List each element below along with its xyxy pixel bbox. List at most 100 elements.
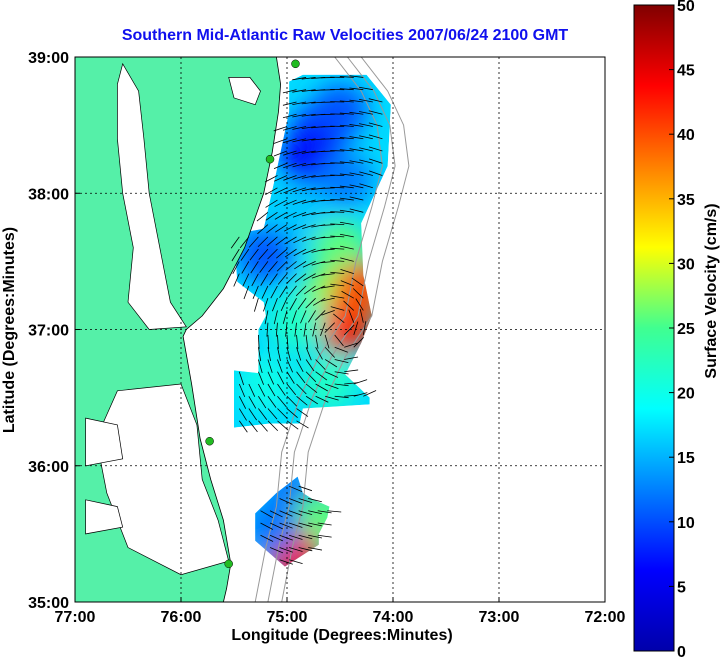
velocity-arrow [300, 310, 307, 324]
velocity-arrow [343, 300, 355, 311]
velocity-arrow [311, 260, 326, 266]
y-axis-ticks: 35:00 36:00 37:00 38:00 39:00 [28, 50, 80, 612]
velocity-coverage [234, 74, 391, 567]
velocity-arrow [291, 310, 297, 324]
velocity-arrow [301, 211, 316, 217]
velocity-arrow [308, 534, 323, 539]
colorbar-tick-label: 30 [677, 256, 695, 273]
velocity-arrow [266, 236, 278, 247]
velocity-arrow [359, 86, 373, 91]
velocity-arrow [301, 175, 316, 179]
x-axis-ticks: 77:00 76:00 75:00 74:00 73:00 72:00 [55, 597, 626, 626]
velocity-arrow [264, 310, 269, 325]
velocity-arrow [314, 310, 326, 321]
velocity-arrow [267, 396, 277, 408]
velocity-arrow [315, 347, 323, 360]
bay-water [85, 499, 124, 535]
velocity-arrow [334, 334, 344, 347]
velocity-arrow [257, 347, 262, 362]
velocity-arrow [296, 371, 306, 384]
colorbar-tick-label: 10 [677, 515, 695, 532]
velocity-arrow [339, 185, 354, 189]
coverage-region [234, 74, 391, 428]
velocity-arrow [339, 88, 354, 91]
velocity-arrow [298, 547, 313, 552]
colorbar-tick-label: 5 [677, 579, 686, 596]
velocity-arrow [282, 89, 297, 94]
velocity-arrow [327, 510, 342, 513]
velocity-arrow [297, 297, 307, 310]
y-tick-label: 37:00 [28, 323, 69, 340]
velocity-arrow [330, 223, 345, 225]
velocity-arrow [320, 162, 335, 165]
velocity-arrow [267, 347, 271, 362]
grid-lines [75, 57, 605, 602]
velocity-arrow [343, 324, 355, 336]
velocity-arrow [349, 160, 364, 164]
velocity-arrow [349, 111, 364, 115]
velocity-arrow [264, 175, 278, 183]
velocity-arrow [277, 396, 287, 408]
velocity-arrow [283, 162, 297, 169]
velocity-arrow [260, 534, 274, 542]
velocity-arrow [288, 485, 303, 492]
velocity-arrow [286, 383, 297, 396]
y-tick-label: 36:00 [28, 459, 69, 476]
velocity-arrow [274, 211, 288, 220]
velocity-arrow [277, 371, 285, 385]
velocity-arrow [260, 273, 269, 286]
velocity-arrow [330, 259, 345, 262]
velocity-arrow [369, 170, 383, 176]
velocity-arrow [339, 137, 354, 140]
velocity-arrow [292, 113, 307, 118]
velocity-arrow [248, 383, 256, 397]
velocity-arrow [260, 522, 274, 530]
velocity-arrow [320, 211, 335, 214]
velocity-arrow [301, 199, 316, 204]
velocity-arrow [269, 547, 284, 554]
velocity-arrow [258, 371, 264, 385]
velocity-arrow [317, 510, 332, 514]
bay-water [117, 62, 187, 330]
velocity-arrow [270, 285, 278, 299]
velocity-arrow [301, 126, 316, 130]
speed-zone [269, 185, 326, 242]
depth-contour [281, 57, 410, 602]
velocity-arrow [292, 175, 307, 180]
velocity-arrow [279, 510, 293, 517]
velocity-arrow [339, 112, 354, 115]
velocity-arrow [315, 334, 319, 349]
colorbar-tick-label: 15 [677, 450, 695, 467]
velocity-arrow [238, 371, 245, 386]
radar-sites [205, 59, 300, 569]
velocity-arrow [325, 383, 339, 390]
velocity-arrow [267, 248, 278, 260]
velocity-arrow [352, 288, 364, 299]
velocity-arrow [301, 89, 316, 92]
velocity-arrow [276, 261, 288, 272]
x-tick-label: 74:00 [373, 609, 414, 626]
velocity-arrow [279, 559, 293, 565]
velocity-arrow [265, 211, 278, 221]
velocity-arrow [282, 113, 297, 119]
velocity-arrow [320, 187, 335, 189]
velocity-arrow [321, 310, 335, 316]
velocity-arrow [324, 346, 335, 358]
colorbar-tick-label: 20 [677, 386, 695, 403]
velocity-arrow [243, 285, 250, 300]
velocity-vectors [230, 75, 383, 565]
velocity-arrow [349, 75, 364, 78]
radar-site [265, 154, 275, 164]
y-axis-label: Latitude (Degrees:Minutes) [1, 227, 18, 433]
velocity-arrow [301, 162, 316, 167]
velocity-arrow [355, 298, 364, 311]
velocity-arrow [301, 113, 316, 117]
velocity-arrow [339, 161, 354, 164]
velocity-arrow [301, 187, 316, 192]
velocity-arrow [330, 306, 345, 311]
velocity-arrow [251, 273, 259, 287]
velocity-arrow [359, 171, 373, 176]
colorbar-label: Surface Velocity (cm/s) [703, 203, 720, 378]
velocity-arrow [320, 236, 335, 239]
velocity-arrow [302, 248, 316, 255]
